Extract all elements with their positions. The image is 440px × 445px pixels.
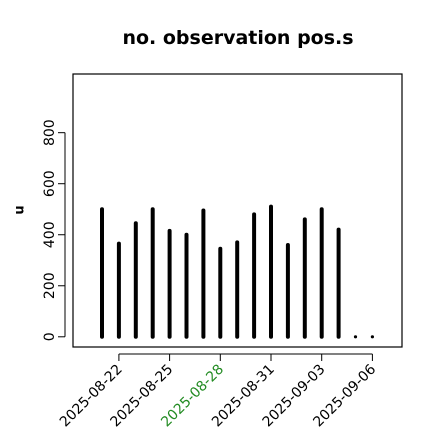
plot-area-frame <box>72 73 403 348</box>
zero-point <box>370 335 374 339</box>
y-tick-label: 600 <box>42 170 58 197</box>
zero-point <box>353 335 358 339</box>
chart-title: no. observation pos.s <box>122 27 353 49</box>
y-axis: 0 200 400 600 800 <box>42 119 66 341</box>
y-axis-label: n <box>12 205 27 214</box>
y-tick-label: 200 <box>42 272 58 299</box>
y-tick-label: 0 <box>42 332 58 341</box>
x-axis: 2025-08-222025-08-252025-08-282025-08-31… <box>57 353 379 430</box>
bars <box>100 204 374 339</box>
y-tick-label: 800 <box>42 119 58 146</box>
y-tick-label: 400 <box>42 221 58 248</box>
